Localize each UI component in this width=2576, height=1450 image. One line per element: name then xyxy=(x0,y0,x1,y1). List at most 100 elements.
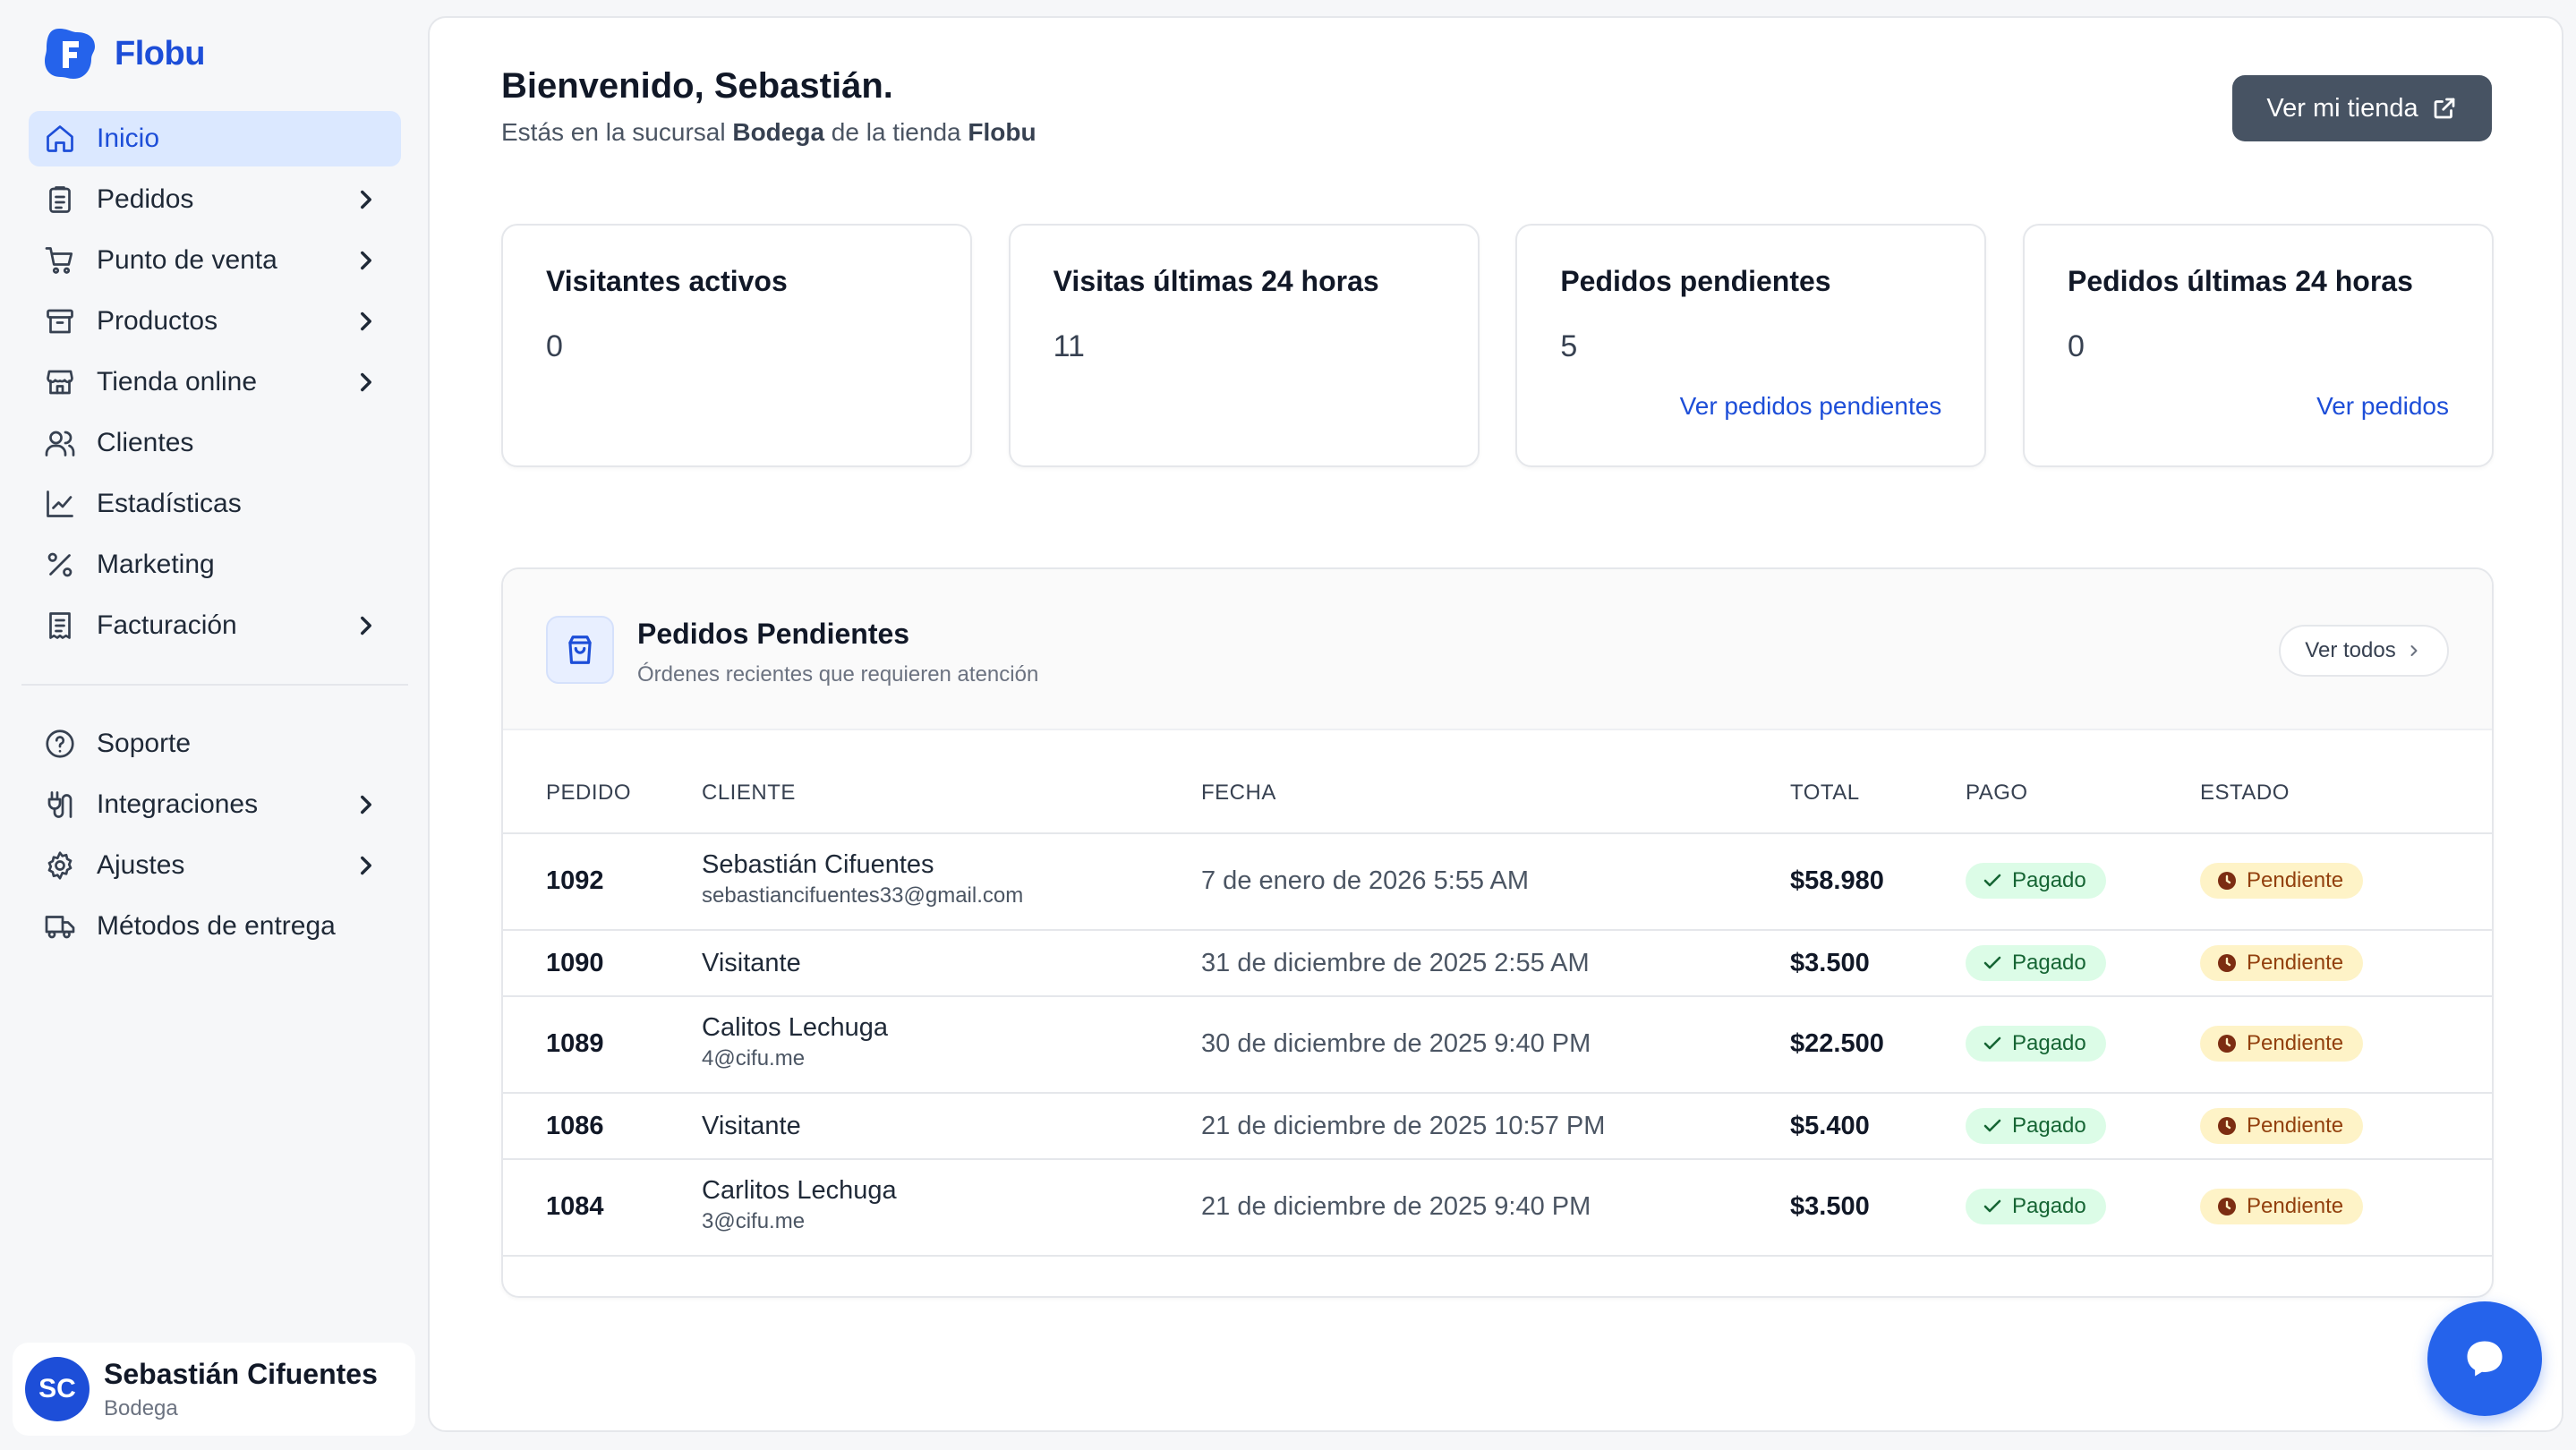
percent-icon xyxy=(43,548,77,582)
sidebar-item-punto-de-venta[interactable]: Punto de venta xyxy=(29,233,401,288)
sidebar-item-tienda-online[interactable]: Tienda online xyxy=(29,354,401,410)
sidebar-item-marketing[interactable]: Marketing xyxy=(29,537,401,593)
payment-status: Pagado xyxy=(2012,1113,2086,1138)
column-header-cliente: CLIENTE xyxy=(702,780,796,805)
gear-icon xyxy=(43,849,77,883)
user-card[interactable]: SC Sebastián Cifuentes Bodega xyxy=(13,1343,415,1436)
stat-title: Pedidos pendientes xyxy=(1560,265,1831,297)
shopping-bag-icon xyxy=(546,616,614,684)
order-status: Pendiente xyxy=(2247,1113,2344,1138)
help-circle-icon xyxy=(43,727,77,761)
column-header-fecha: FECHA xyxy=(1201,780,1276,805)
chevron-right-icon xyxy=(351,850,381,881)
user-info: Sebastián Cifuentes Bodega xyxy=(104,1358,378,1421)
table-row[interactable]: 1090 Visitante 31 de diciembre de 2025 2… xyxy=(503,931,2492,997)
sidebar-item-integraciones[interactable]: Integraciones xyxy=(29,777,401,832)
order-status: Pendiente xyxy=(2247,951,2344,975)
clock-icon xyxy=(2218,1117,2236,1135)
order-date: 31 de diciembre de 2025 2:55 AM xyxy=(1201,949,1590,977)
sidebar-item-label: Productos xyxy=(97,306,218,336)
payment-badge: Pagado xyxy=(1966,945,2106,981)
store-icon xyxy=(43,365,77,399)
sidebar-item-clientes[interactable]: Clientes xyxy=(29,415,401,471)
branch-name: Bodega xyxy=(732,118,825,146)
sidebar: Flobu Inicio Pedidos Punto de venta Prod… xyxy=(0,0,421,1450)
brand-name: Flobu xyxy=(115,34,205,72)
sidebar-item-productos[interactable]: Productos xyxy=(29,294,401,349)
see-all-button[interactable]: Ver todos xyxy=(2279,625,2449,677)
table-row[interactable]: 1092 Sebastián Cifuentes sebastiancifuen… xyxy=(503,834,2492,931)
archive-icon xyxy=(43,304,77,338)
stat-value: 0 xyxy=(2067,329,2085,363)
sidebar-item-pedidos[interactable]: Pedidos xyxy=(29,172,401,227)
column-header-pedido: PEDIDO xyxy=(546,780,632,805)
chat-button[interactable] xyxy=(2427,1301,2542,1416)
brand[interactable]: Flobu xyxy=(41,25,205,82)
table-row[interactable]: 1086 Visitante 21 de diciembre de 2025 1… xyxy=(503,1094,2492,1160)
view-orders-link[interactable]: Ver pedidos xyxy=(2316,392,2449,420)
user-name: Sebastián Cifuentes xyxy=(104,1357,378,1390)
cart-icon xyxy=(43,243,77,277)
client-cell: Calitos Lechuga 4@cifu.me xyxy=(702,1013,888,1071)
clock-icon xyxy=(2218,1198,2236,1215)
sidebar-item-label: Estadísticas xyxy=(97,489,242,518)
view-store-button[interactable]: Ver mi tienda xyxy=(2232,75,2492,141)
chevron-right-icon xyxy=(351,789,381,820)
status-badge: Pendiente xyxy=(2200,1108,2364,1144)
order-id: 1086 xyxy=(546,1112,604,1140)
view-pending-orders-link[interactable]: Ver pedidos pendientes xyxy=(1679,392,1942,420)
clock-icon xyxy=(2218,1035,2236,1053)
chevron-right-icon xyxy=(351,245,381,276)
stats-row: Visitantes activos 0 Visitas últimas 24 … xyxy=(501,224,2494,467)
payment-badge: Pagado xyxy=(1966,1108,2106,1144)
order-total: $3.500 xyxy=(1790,1192,1870,1221)
nav-divider xyxy=(21,684,408,686)
status-badge: Pendiente xyxy=(2200,945,2364,981)
sidebar-item-label: Pedidos xyxy=(97,184,194,214)
main-nav: Inicio Pedidos Punto de venta Productos … xyxy=(29,111,401,659)
row-divider xyxy=(503,995,2492,997)
order-id: 1092 xyxy=(546,866,604,895)
table-row[interactable]: 1089 Calitos Lechuga 4@cifu.me 30 de dic… xyxy=(503,997,2492,1094)
row-divider xyxy=(503,1092,2492,1094)
order-date: 7 de enero de 2026 5:55 AM xyxy=(1201,866,1530,895)
store-name: Flobu xyxy=(968,118,1036,146)
sidebar-item-label: Marketing xyxy=(97,550,215,579)
view-store-label: Ver mi tienda xyxy=(2266,93,2418,123)
sidebar-item-facturacion[interactable]: Facturación xyxy=(29,598,401,653)
sidebar-item-label: Punto de venta xyxy=(97,245,277,275)
sidebar-item-label: Integraciones xyxy=(97,789,259,819)
sidebar-item-label: Métodos de entrega xyxy=(97,911,336,941)
client-email: 4@cifu.me xyxy=(702,1046,806,1070)
sidebar-item-metodos-de-entrega[interactable]: Métodos de entrega xyxy=(29,899,401,954)
main-panel: Bienvenido, Sebastián. Estás en la sucur… xyxy=(428,16,2563,1432)
page-title: Bienvenido, Sebastián. xyxy=(501,66,893,106)
column-header-pago: PAGO xyxy=(1966,780,2028,805)
sidebar-item-label: Clientes xyxy=(97,428,194,457)
avatar: SC xyxy=(25,1357,90,1421)
sidebar-item-ajustes[interactable]: Ajustes xyxy=(29,838,401,893)
client-cell: Sebastián Cifuentes sebastiancifuentes33… xyxy=(702,850,1023,908)
chevron-right-icon xyxy=(351,306,381,337)
table-row[interactable]: 1084 Carlitos Lechuga 3@cifu.me 21 de di… xyxy=(503,1160,2492,1257)
client-name: Carlitos Lechuga xyxy=(702,1176,897,1205)
stat-card-orders-24h: Pedidos últimas 24 horas 0 Ver pedidos xyxy=(2022,224,2494,467)
flobu-logo-icon xyxy=(45,29,95,79)
chevron-right-icon xyxy=(2410,645,2418,656)
client-name: Sebastián Cifuentes xyxy=(702,850,934,879)
payment-badge: Pagado xyxy=(1966,863,2106,899)
payment-status: Pagado xyxy=(2012,1031,2086,1055)
row-divider xyxy=(503,1158,2492,1160)
check-icon xyxy=(1983,1199,2001,1213)
stat-value: 5 xyxy=(1560,329,1578,363)
truck-icon xyxy=(43,909,77,943)
client-name: Visitante xyxy=(702,949,801,977)
stat-title: Pedidos últimas 24 horas xyxy=(2067,265,2413,297)
sidebar-item-inicio[interactable]: Inicio xyxy=(29,111,401,166)
order-status: Pendiente xyxy=(2247,1031,2344,1055)
chevron-right-icon xyxy=(351,367,381,397)
sidebar-item-soporte[interactable]: Soporte xyxy=(29,716,401,772)
order-total: $22.500 xyxy=(1790,1029,1884,1058)
sidebar-item-estadisticas[interactable]: Estadísticas xyxy=(29,476,401,532)
row-divider xyxy=(503,929,2492,931)
